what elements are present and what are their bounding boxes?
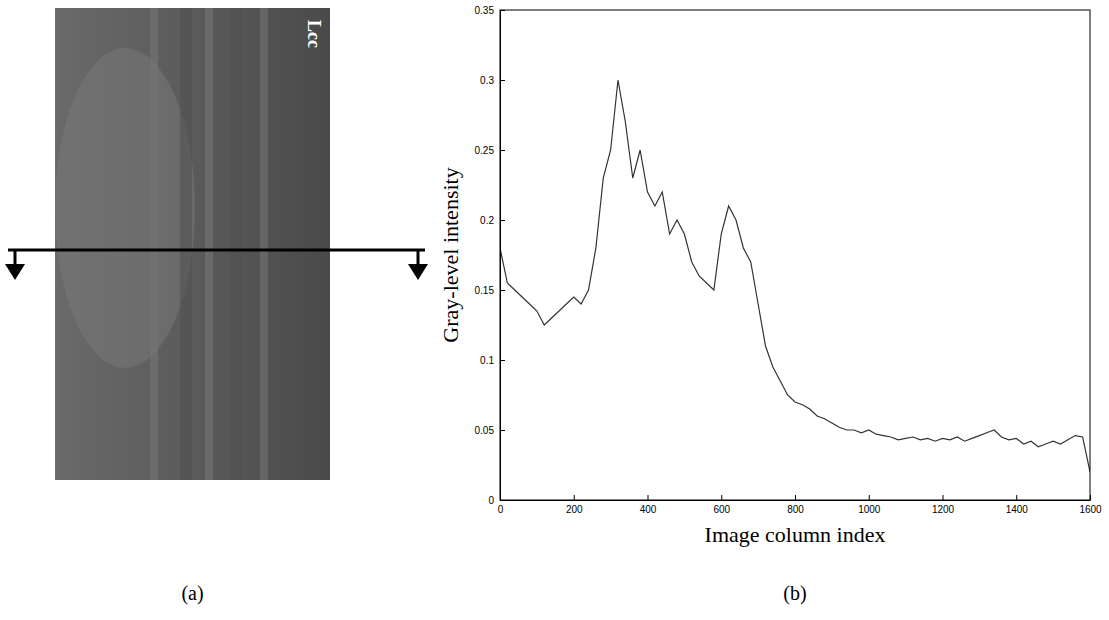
x-tick-mark [869, 495, 870, 500]
y-tick-label: 0.05 [475, 425, 495, 436]
y-tick-label: 0.3 [480, 75, 494, 86]
x-tick-mark [943, 495, 944, 500]
y-tick-mark [500, 290, 505, 291]
x-tick-mark [1016, 495, 1017, 500]
x-tick: 1400 [1006, 495, 1029, 515]
y-tick: 0.1 [480, 355, 505, 366]
x-tick-mark [648, 495, 649, 500]
y-tick: 0.2 [480, 215, 505, 226]
plot-background [500, 10, 1090, 500]
y-tick-mark [500, 220, 505, 221]
image-stripe [230, 8, 242, 480]
x-tick-label: 600 [713, 504, 730, 515]
x-tick-label: 1200 [932, 504, 955, 515]
figure: Lcc 0 200 400 600 800 1000 1200 1400 1600 0 0.05 0.1… [0, 0, 1109, 620]
x-tick-label: 1000 [858, 504, 881, 515]
y-tick-label: 0.2 [480, 215, 494, 226]
plot-marks [500, 80, 1090, 472]
image-stripe [150, 8, 158, 480]
profile-line [8, 249, 425, 252]
arrow-head [408, 264, 428, 280]
y-tick-label: 0.35 [475, 5, 495, 16]
panel-label: (b) [783, 582, 806, 605]
x-tick-mark [574, 495, 575, 500]
y-tick-label: 0 [488, 495, 494, 506]
image-background [55, 8, 330, 480]
panel-label: (a) [181, 582, 203, 605]
y-tick-mark [500, 150, 505, 151]
x-tick: 200 [566, 495, 583, 515]
arrow-head [5, 264, 25, 280]
x-tick-label: 800 [787, 504, 804, 515]
x-axis-title: Image column index [705, 522, 886, 547]
tissue-region [55, 48, 195, 368]
x-tick: 800 [787, 495, 804, 515]
image-stripe [180, 8, 192, 480]
x-tick: 600 [713, 495, 730, 515]
intensity-line [500, 80, 1090, 472]
x-tick-mark [721, 495, 722, 500]
x-tick-label: 400 [640, 504, 657, 515]
y-tick-label: 0.1 [480, 355, 494, 366]
x-tick: 400 [640, 495, 657, 515]
plot-frame [500, 10, 1090, 500]
x-tick-label: 1400 [1006, 504, 1029, 515]
x-tick-mark [795, 495, 796, 500]
x-tick: 1600 [1079, 495, 1102, 515]
y-tick-label: 0.25 [475, 145, 495, 156]
x-axis: 0 200 400 600 800 1000 1200 1400 1600 [498, 495, 1102, 515]
image-label: Lcc [304, 20, 324, 48]
y-axis-title: Gray-level intensity [438, 167, 463, 342]
x-tick-label: 1600 [1079, 504, 1102, 515]
image-panel: Lcc [5, 8, 428, 480]
chart: 0 200 400 600 800 1000 1200 1400 1600 0 0.05 0.1 0.1… [438, 5, 1102, 547]
y-tick: 0.3 [480, 75, 505, 86]
x-tick: 1000 [858, 495, 881, 515]
y-tick-mark [500, 430, 505, 431]
y-tick-mark [500, 360, 505, 361]
y-tick-label: 0.15 [475, 285, 495, 296]
image-stripe [260, 8, 268, 480]
x-tick-label: 200 [566, 504, 583, 515]
y-tick-mark [500, 80, 505, 81]
x-tick-label: 0 [498, 504, 504, 515]
image-stripe [205, 8, 213, 480]
x-tick: 1200 [932, 495, 955, 515]
